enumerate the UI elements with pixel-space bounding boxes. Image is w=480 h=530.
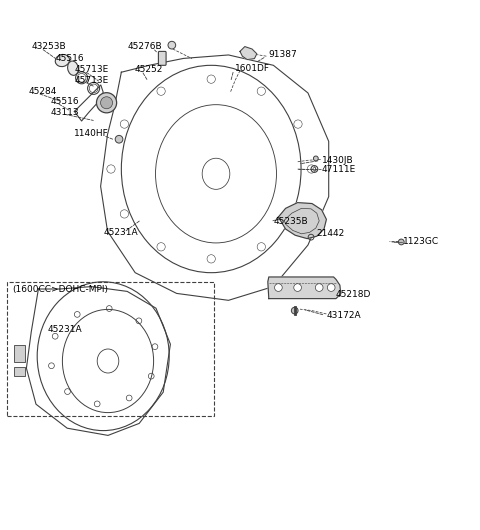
Text: 1123GC: 1123GC	[403, 237, 439, 246]
Text: 21442: 21442	[317, 229, 345, 239]
Text: 45516: 45516	[55, 54, 84, 63]
Text: 45218D: 45218D	[336, 290, 372, 299]
Polygon shape	[278, 202, 326, 238]
Text: 1140HF: 1140HF	[74, 129, 109, 138]
Circle shape	[313, 156, 318, 161]
FancyBboxPatch shape	[158, 51, 166, 65]
Text: 43253B: 43253B	[31, 42, 66, 51]
Circle shape	[294, 284, 301, 292]
Text: 47111E: 47111E	[322, 165, 356, 174]
Bar	[14, 345, 25, 362]
Circle shape	[275, 284, 282, 292]
Text: (1600CC>DOHC-MPI): (1600CC>DOHC-MPI)	[12, 286, 108, 295]
Circle shape	[115, 135, 123, 143]
Circle shape	[291, 307, 298, 314]
Text: 45276B: 45276B	[127, 42, 162, 51]
Ellipse shape	[101, 97, 112, 109]
Text: 43113: 43113	[50, 108, 79, 117]
Text: 43172A: 43172A	[326, 311, 361, 320]
Text: 45235B: 45235B	[274, 217, 308, 226]
Text: 45284: 45284	[29, 87, 57, 96]
Circle shape	[398, 239, 404, 245]
Polygon shape	[240, 47, 257, 59]
Bar	[14, 367, 25, 376]
Text: 45713E: 45713E	[74, 76, 108, 85]
Text: 1430JB: 1430JB	[322, 156, 353, 165]
Circle shape	[315, 284, 323, 292]
Text: 45516: 45516	[50, 98, 79, 107]
Text: 45231A: 45231A	[48, 325, 83, 334]
Ellipse shape	[96, 93, 117, 113]
Ellipse shape	[55, 55, 70, 67]
Ellipse shape	[68, 61, 78, 75]
Bar	[7, 282, 214, 416]
Circle shape	[168, 41, 176, 49]
Circle shape	[327, 284, 335, 292]
Text: 45713E: 45713E	[74, 65, 108, 74]
Text: 45252: 45252	[134, 65, 163, 74]
Text: 1601DF: 1601DF	[235, 64, 270, 73]
Text: 45231A: 45231A	[103, 228, 138, 237]
Polygon shape	[268, 277, 341, 298]
Text: 91387: 91387	[269, 50, 298, 59]
